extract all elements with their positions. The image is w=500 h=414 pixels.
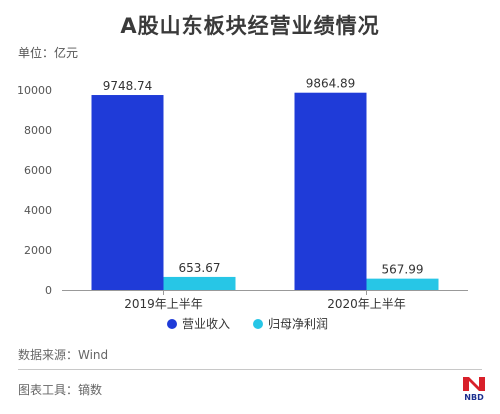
nbd-logo-text: NBD (464, 393, 484, 402)
x-category-label: 2020年上半年 (327, 297, 406, 311)
y-tick-label: 6000 (24, 164, 52, 177)
bar-net-profit (366, 278, 439, 290)
y-tick-label: 10000 (17, 84, 52, 97)
chart-tool-credit: 图表工具：镝数 (18, 383, 103, 397)
footer-divider (18, 369, 482, 370)
bar-revenue (91, 95, 164, 290)
legend-marker-icon (253, 319, 263, 329)
chart-title: A股山东板块经营业绩情况 (120, 14, 380, 38)
y-tick-label: 2000 (24, 244, 52, 257)
data-label: 9748.74 (103, 79, 153, 93)
data-label: 653.67 (179, 261, 221, 275)
y-tick-label: 0 (45, 284, 52, 297)
bar-net-profit (163, 276, 236, 290)
legend-label: 归母净利润 (268, 317, 328, 331)
nbd-logo: NBD (461, 376, 487, 406)
data-source: 数据来源：Wind (18, 348, 109, 362)
legend-label: 营业收入 (182, 317, 230, 331)
x-category-label: 2019年上半年 (124, 297, 203, 311)
y-tick-label: 4000 (24, 204, 52, 217)
bar-chart: 0 2000 4000 6000 8000 10000 9748.74 653.67 2019年… (17, 77, 468, 331)
legend-marker-icon (167, 319, 177, 329)
nbd-logo-mark-icon (461, 376, 487, 392)
data-label: 567.99 (382, 263, 424, 277)
y-tick-label: 8000 (24, 124, 52, 137)
data-label: 9864.89 (306, 77, 356, 91)
unit-label: 单位：亿元 (18, 46, 79, 60)
bar-revenue (294, 92, 367, 290)
